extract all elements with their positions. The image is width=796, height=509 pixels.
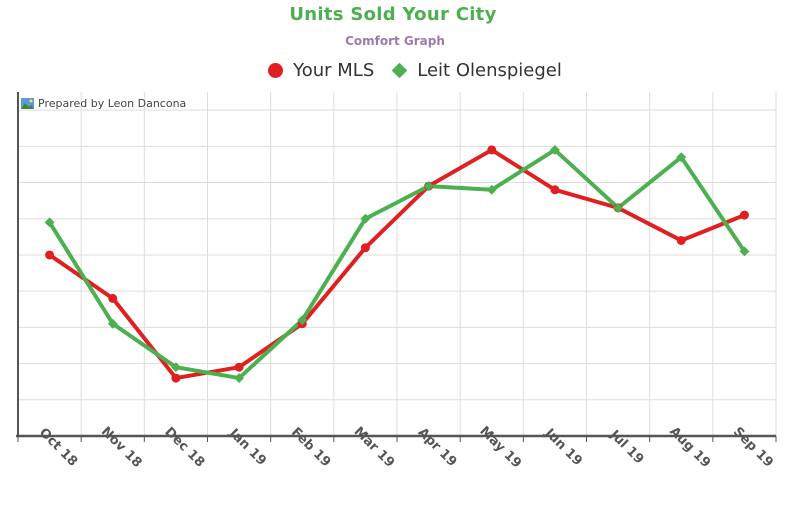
data-point-diamond bbox=[676, 152, 687, 163]
series-line-1 bbox=[47, 147, 747, 381]
legend-label: Leit Olenspiegel bbox=[417, 60, 562, 81]
chart-subtitle: Comfort Graph bbox=[345, 34, 445, 48]
data-point-diamond bbox=[170, 362, 181, 373]
data-point-diamond bbox=[549, 144, 560, 155]
legend: Your MLS Leit Olenspiegel bbox=[0, 60, 796, 81]
x-tick-label: Nov 18 bbox=[98, 424, 145, 471]
data-point-circle bbox=[108, 293, 118, 303]
data-point-circle bbox=[550, 185, 560, 195]
x-tick-label: Mar 19 bbox=[351, 424, 397, 470]
data-point-diamond bbox=[234, 373, 245, 384]
data-point-diamond bbox=[44, 217, 55, 228]
circle-marker-icon bbox=[268, 63, 284, 78]
legend-item-your-mls[interactable]: Your MLS bbox=[268, 60, 374, 81]
data-point-diamond bbox=[297, 315, 308, 326]
data-point-circle bbox=[171, 373, 181, 383]
x-tick-label: Feb 19 bbox=[288, 425, 333, 470]
x-tick-labels: Oct 18 Nov 18 Dec 18 Jan 19 Feb 19 Mar 19 Apr … bbox=[36, 424, 776, 472]
x-tick-label: Aug 19 bbox=[666, 424, 713, 471]
credit-text: Prepared by Leon Dancona bbox=[38, 97, 187, 110]
chart-title: Units Sold Your City bbox=[289, 4, 497, 25]
data-point-diamond bbox=[423, 181, 434, 192]
grid-lines bbox=[18, 92, 777, 436]
data-point-circle bbox=[360, 243, 370, 253]
series-markers bbox=[44, 144, 750, 384]
axes bbox=[16, 92, 777, 442]
data-point-circle bbox=[45, 250, 55, 260]
data-point-circle bbox=[739, 210, 749, 220]
data-point-diamond bbox=[486, 184, 497, 195]
data-point-circle bbox=[676, 235, 686, 245]
x-tick-label: May 19 bbox=[476, 424, 524, 472]
data-point-diamond bbox=[613, 202, 624, 213]
series-lines bbox=[47, 147, 747, 381]
x-tick-label: Oct 18 bbox=[36, 425, 80, 469]
x-tick-label: Sep 19 bbox=[730, 425, 776, 471]
image-logo-icon bbox=[21, 98, 34, 109]
x-tick-label: Dec 18 bbox=[161, 425, 207, 471]
data-point-circle bbox=[487, 145, 497, 155]
x-tick-label: Jun 19 bbox=[541, 425, 585, 469]
legend-item-leit-olenspiegel[interactable]: Leit Olenspiegel bbox=[391, 60, 562, 81]
x-tick-label: Jan 19 bbox=[225, 425, 268, 468]
credit-badge[interactable]: Prepared by Leon Dancona bbox=[21, 97, 186, 110]
data-point-circle bbox=[234, 362, 244, 372]
legend-label: Your MLS bbox=[293, 60, 375, 81]
data-point-diamond bbox=[739, 246, 750, 257]
x-tick-label: Jul 19 bbox=[606, 427, 646, 467]
x-tick-label: Apr 19 bbox=[415, 425, 460, 470]
data-point-diamond bbox=[360, 213, 371, 224]
series-line-0 bbox=[47, 147, 747, 381]
